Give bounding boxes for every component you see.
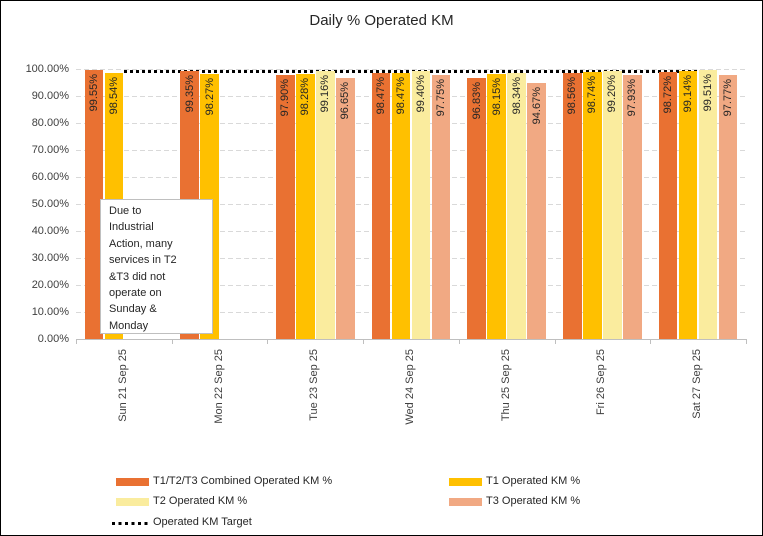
bar-data-label: 98.74% [586, 76, 599, 114]
x-axis-category-label: Tue 23 Sep 25 [308, 349, 321, 421]
bar-combined [84, 70, 104, 339]
bar-data-label: 99.16% [319, 75, 332, 113]
bar-t1 [583, 72, 602, 339]
x-axis-category-label: Thu 25 Sep 25 [499, 349, 512, 422]
bar-data-label: 99.51% [702, 74, 715, 112]
bar-data-label: 98.47% [375, 77, 387, 115]
bar-t3 [623, 74, 642, 339]
bar-data-label: 99.14% [682, 75, 695, 113]
legend-label: T3 Operated KM % [486, 495, 581, 507]
category-tick [363, 339, 365, 344]
bar-t2 [603, 71, 622, 339]
target-line [123, 70, 699, 74]
y-axis-tick-label: 50.00% [31, 197, 69, 210]
y-axis-tick-label: 100.00% [25, 62, 69, 75]
bar-combined [467, 77, 486, 339]
bar-t3 [431, 75, 451, 339]
bar-t3 [718, 75, 738, 339]
y-axis-tick-label: 60.00% [31, 170, 69, 183]
category-tick [746, 339, 747, 344]
category-tick [458, 339, 460, 344]
y-axis-tick-label: 90.00% [31, 89, 69, 102]
y-axis-tick-label: 10.00% [31, 305, 69, 318]
bar-data-label: 98.27% [203, 77, 216, 115]
bar-combined [276, 74, 295, 339]
x-axis-line [76, 339, 746, 340]
bar-t3 [336, 78, 355, 339]
bar-data-label: 96.65% [339, 82, 352, 120]
legend-swatch [116, 498, 149, 506]
category-tick [650, 339, 652, 344]
bar-data-label: 99.20% [606, 75, 619, 113]
bar-data-label: 94.67% [530, 87, 543, 125]
x-axis-category-label: Mon 22 Sep 25 [212, 349, 225, 424]
y-gridline [76, 150, 746, 151]
bar-t2 [698, 70, 718, 339]
bar-data-label: 98.56% [566, 76, 579, 115]
y-gridline [76, 231, 746, 232]
bar-data-label: 98.54% [107, 76, 120, 115]
bar-data-label: 96.83% [470, 81, 483, 119]
bar-t1 [391, 73, 411, 339]
bar-t2 [411, 70, 431, 339]
legend-label: T2 Operated KM % [153, 495, 248, 507]
annotation-box: Due to Industrial Action, many services … [100, 199, 213, 334]
legend-label: T1/T2/T3 Combined Operated KM % [153, 475, 333, 487]
bar-data-label: 98.47% [395, 77, 407, 115]
bar-data-label: 98.15% [490, 77, 503, 116]
y-gridline [76, 69, 746, 70]
category-tick [171, 339, 173, 344]
bar-data-label: 97.93% [626, 78, 639, 116]
y-axis-tick-label: 40.00% [31, 224, 69, 237]
legend-swatch [449, 478, 482, 486]
bar-t1 [296, 73, 315, 339]
y-gridline [76, 312, 746, 313]
y-axis-tick-label: 20.00% [31, 278, 69, 291]
y-gridline [76, 258, 746, 259]
x-axis-category-label: Sat 27 Sep 25 [691, 349, 704, 419]
bar-combined [563, 72, 582, 339]
y-gridline [76, 123, 746, 124]
y-axis-tick-label: 0.00% [37, 332, 69, 345]
bar-t1 [678, 71, 698, 339]
y-axis-tick-label: 30.00% [31, 251, 69, 264]
bar-data-label: 99.35% [183, 74, 196, 113]
x-axis-category-label: Sun 21 Sep 25 [116, 349, 129, 422]
category-tick [267, 339, 269, 344]
x-axis-category-label: Wed 24 Sep 25 [404, 349, 416, 425]
chart-title: Daily % Operated KM [309, 12, 454, 29]
bar-t1 [487, 73, 506, 339]
y-axis-tick-label: 80.00% [31, 116, 69, 129]
y-gridline [76, 177, 746, 178]
bar-data-label: 97.90% [279, 78, 292, 116]
legend-swatch [449, 498, 482, 506]
bar-data-label: 97.77% [722, 79, 735, 117]
legend-swatch-target-dotted [112, 521, 149, 525]
bar-t3 [527, 83, 546, 339]
legend-label: Operated KM Target [153, 516, 252, 528]
y-gridline [76, 285, 746, 286]
bar-combined [658, 72, 678, 339]
bar-t2 [507, 73, 526, 339]
bar-data-label: 98.28% [299, 77, 312, 115]
bar-data-label: 98.34% [510, 77, 523, 115]
legend-label: T1 Operated KM % [486, 475, 581, 487]
bar-data-label: 99.40% [415, 74, 427, 112]
category-tick [554, 339, 556, 344]
y-gridline [76, 96, 746, 97]
bar-data-label: 97.75% [435, 79, 447, 117]
bar-t2 [316, 71, 335, 339]
x-axis-category-label: Fri 26 Sep 25 [595, 349, 608, 416]
legend-swatch [116, 478, 149, 486]
y-gridline [76, 204, 746, 205]
y-axis-tick-label: 70.00% [31, 143, 69, 156]
category-tick [76, 339, 77, 344]
bar-data-label: 98.72% [662, 76, 675, 114]
bar-combined [371, 73, 391, 339]
bar-data-label: 99.55% [87, 74, 100, 112]
